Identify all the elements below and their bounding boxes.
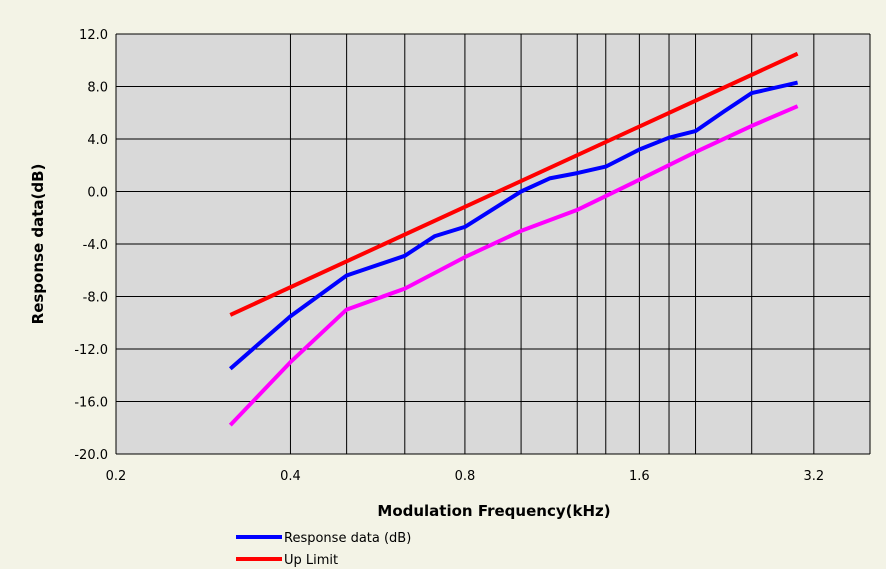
legend-label: Up Limit [284, 553, 338, 568]
y-tick-label: -4.0 [83, 238, 108, 253]
y-tick-label: 8.0 [87, 81, 108, 96]
y-tick-label: -16.0 [74, 396, 108, 411]
y-axis-title: Response data(dB) [29, 164, 47, 325]
y-tick-label: -12.0 [74, 343, 108, 358]
y-tick-label: 12.0 [79, 28, 108, 43]
y-tick-label: 4.0 [87, 133, 108, 148]
y-tick-label: -8.0 [83, 291, 108, 306]
y-tick-label: 0.0 [87, 186, 108, 201]
x-tick-label: 3.2 [803, 469, 824, 484]
x-tick-label: 0.2 [106, 469, 127, 484]
y-tick-label: -20.0 [74, 448, 108, 463]
legend-label: Response data (dB) [284, 531, 411, 546]
x-axis-title: Modulation Frequency(kHz) [377, 502, 610, 520]
x-tick-label: 1.6 [629, 469, 650, 484]
x-tick-label: 0.4 [280, 469, 301, 484]
x-tick-label: 0.8 [455, 469, 476, 484]
